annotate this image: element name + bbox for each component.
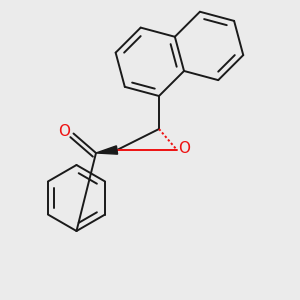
Polygon shape <box>96 146 118 154</box>
Text: O: O <box>178 141 190 156</box>
Text: O: O <box>58 124 70 140</box>
